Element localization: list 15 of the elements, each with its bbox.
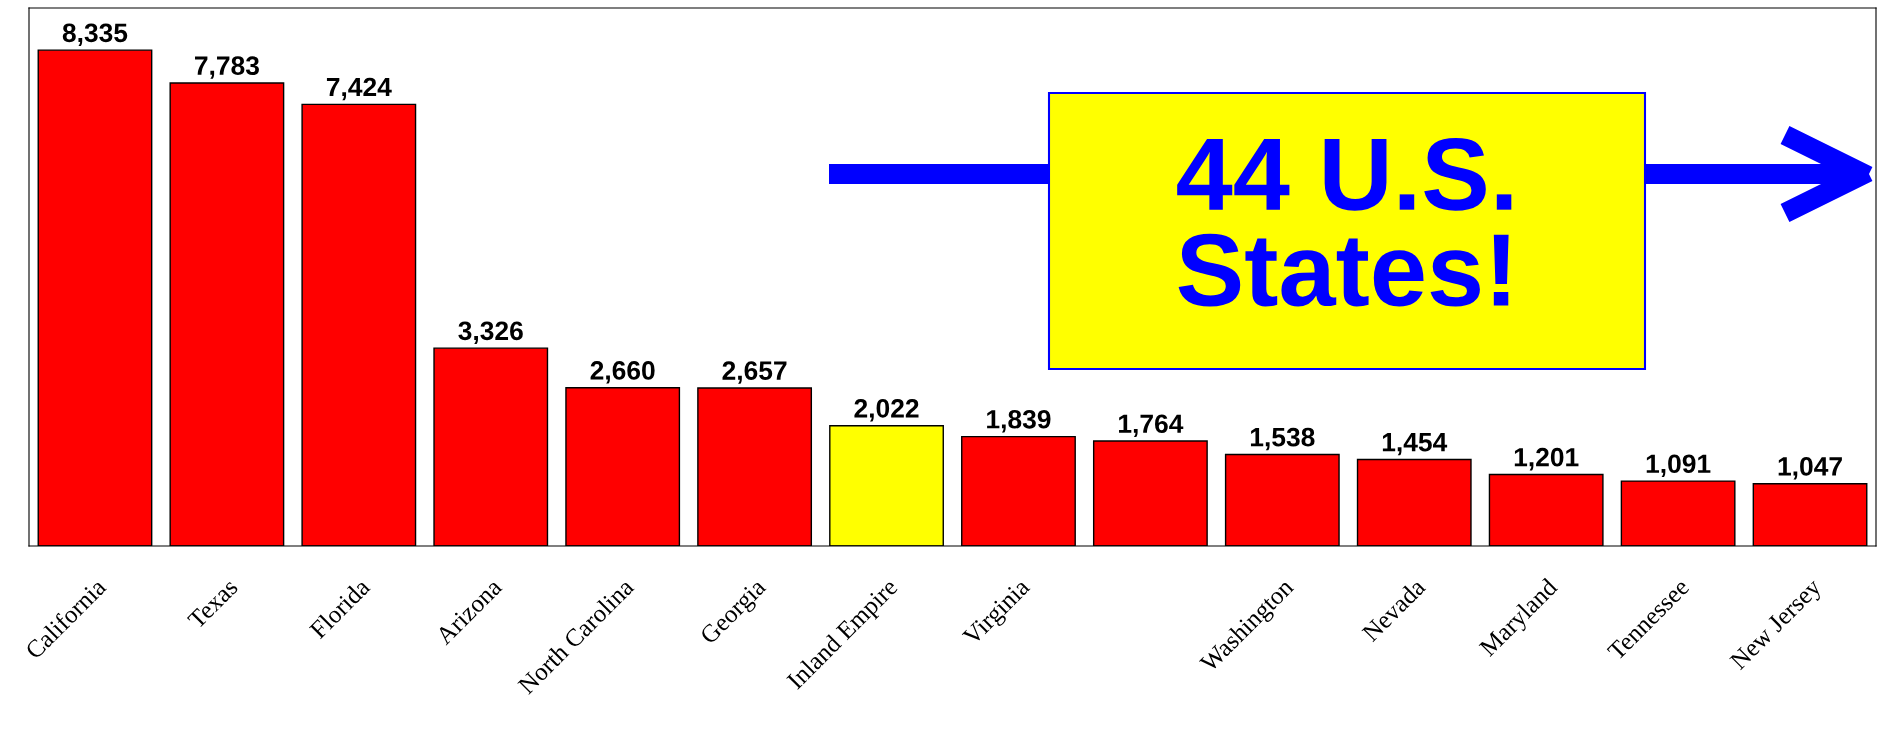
data-label: 2,022 — [854, 399, 919, 422]
data-label: 1,091 — [1646, 454, 1711, 477]
data-label: 2,657 — [722, 361, 787, 384]
data-label: 3,326 — [458, 321, 523, 344]
data-label: 1,538 — [1250, 427, 1315, 451]
data-label: 1,201 — [1514, 447, 1579, 471]
data-label: 1,454 — [1382, 433, 1448, 456]
data-label: 7,783 — [195, 56, 259, 79]
data-label: 1,047 — [1778, 457, 1842, 480]
data-label: 1,764 — [1119, 414, 1184, 437]
annotation: 44 U.S. States! — [1177, 137, 1512, 307]
data-label: 1,839 — [987, 409, 1051, 433]
data-label: 8,335 — [62, 23, 128, 46]
data-label: 7,424 — [326, 77, 392, 101]
data-label: 2,660 — [590, 361, 655, 384]
